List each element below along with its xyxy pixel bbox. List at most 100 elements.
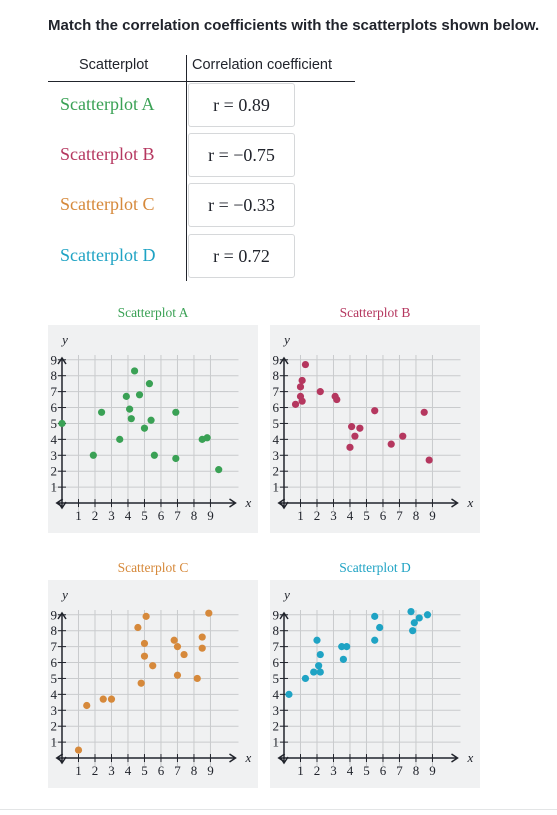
data-point bbox=[83, 701, 91, 710]
y-tick-label: 2 bbox=[272, 464, 279, 479]
x-tick-label: 9 bbox=[429, 763, 436, 778]
data-point bbox=[316, 650, 324, 659]
x-tick-label: 5 bbox=[363, 508, 370, 523]
data-point bbox=[140, 639, 149, 648]
y-tick-label: 1 bbox=[50, 735, 57, 750]
axis-arrow bbox=[279, 756, 289, 765]
x-tick-label: 3 bbox=[330, 763, 337, 778]
data-point bbox=[172, 454, 180, 463]
y-tick-label: 1 bbox=[272, 480, 279, 495]
y-tick-label: 7 bbox=[50, 384, 57, 399]
scatterplot-name: Scatterplot C bbox=[60, 194, 155, 214]
y-tick-label: 3 bbox=[50, 448, 57, 463]
data-point bbox=[89, 451, 97, 459]
data-point bbox=[315, 662, 323, 670]
data-point bbox=[348, 423, 356, 431]
axis-arrow bbox=[229, 498, 237, 508]
axis-arrow bbox=[279, 501, 289, 510]
axis-arrow bbox=[279, 356, 289, 365]
data-point bbox=[387, 440, 395, 448]
y-tick-label: 6 bbox=[272, 655, 279, 670]
data-point bbox=[99, 695, 107, 703]
plot-background bbox=[48, 580, 258, 788]
data-point bbox=[193, 674, 201, 683]
x-tick-label: 1 bbox=[297, 763, 304, 778]
coefficient-box[interactable]: r = −0.33 bbox=[188, 183, 295, 227]
x-tick-label: 7 bbox=[174, 508, 181, 523]
data-point bbox=[107, 695, 116, 703]
scatterplot-name: Scatterplot D bbox=[60, 245, 156, 265]
data-point bbox=[127, 415, 135, 423]
axis-arrow bbox=[57, 611, 67, 620]
data-point bbox=[338, 643, 346, 651]
y-tick-label: 4 bbox=[50, 687, 57, 702]
x-tick-label: 6 bbox=[380, 508, 387, 523]
coefficient-box[interactable]: r = 0.72 bbox=[188, 234, 295, 278]
y-tick-label: 9 bbox=[50, 607, 57, 622]
y-tick-label: 5 bbox=[50, 416, 57, 431]
y-tick-label: 3 bbox=[272, 448, 279, 463]
data-point bbox=[215, 466, 223, 474]
x-tick-label: 2 bbox=[314, 508, 321, 523]
x-tick-label: 1 bbox=[75, 508, 82, 523]
data-point bbox=[150, 451, 158, 459]
x-tick-label: 9 bbox=[207, 763, 214, 778]
coefficient-box[interactable]: r = 0.89 bbox=[188, 83, 295, 127]
x-tick-label: 8 bbox=[413, 508, 420, 523]
data-point bbox=[130, 367, 139, 375]
y-axis-label: y bbox=[60, 332, 68, 347]
data-point bbox=[135, 391, 144, 399]
data-point bbox=[149, 662, 157, 670]
data-point bbox=[316, 388, 324, 396]
data-point bbox=[203, 434, 211, 442]
data-point bbox=[145, 380, 154, 388]
y-tick-label: 2 bbox=[272, 719, 279, 734]
header-rule bbox=[48, 81, 355, 82]
data-point bbox=[74, 746, 83, 754]
x-tick-label: 7 bbox=[396, 508, 403, 523]
data-point bbox=[409, 627, 417, 635]
y-axis-label: y bbox=[60, 587, 68, 602]
data-point bbox=[301, 360, 310, 369]
x-tick-label: 1 bbox=[75, 763, 82, 778]
data-point bbox=[296, 383, 305, 391]
x-tick-label: 2 bbox=[92, 508, 99, 523]
data-point bbox=[291, 400, 300, 408]
data-point bbox=[407, 607, 415, 616]
y-tick-label: 2 bbox=[50, 464, 57, 479]
data-point bbox=[126, 405, 134, 413]
y-tick-label: 4 bbox=[272, 687, 279, 702]
table-header: Correlation coefficient bbox=[192, 57, 332, 73]
x-tick-label: 9 bbox=[207, 508, 214, 523]
axis-arrow bbox=[57, 501, 67, 510]
y-tick-label: 4 bbox=[50, 432, 57, 447]
x-tick-label: 3 bbox=[108, 763, 115, 778]
plot-background bbox=[270, 580, 480, 788]
data-point bbox=[173, 671, 182, 679]
data-point bbox=[142, 612, 150, 620]
axis-arrow bbox=[229, 753, 237, 763]
scatterplot-name: Scatterplot A bbox=[60, 94, 155, 114]
data-point bbox=[173, 643, 182, 651]
table-header: Scatterplot bbox=[79, 57, 149, 73]
data-point bbox=[285, 690, 293, 698]
y-tick-label: 4 bbox=[272, 432, 279, 447]
y-tick-label: 2 bbox=[50, 719, 57, 734]
y-tick-label: 6 bbox=[272, 400, 279, 415]
x-tick-label: 2 bbox=[92, 763, 99, 778]
data-point bbox=[399, 432, 407, 440]
data-point bbox=[140, 424, 149, 432]
prompt: Match the correlation coefficients with … bbox=[48, 17, 540, 34]
x-tick-label: 4 bbox=[347, 508, 354, 523]
coefficient-box[interactable]: r = −0.75 bbox=[188, 133, 295, 177]
data-point bbox=[122, 392, 130, 400]
data-point bbox=[346, 443, 354, 451]
axis-arrow bbox=[57, 756, 67, 765]
y-tick-label: 8 bbox=[50, 623, 57, 638]
x-tick-label: 3 bbox=[330, 508, 337, 523]
x-tick-label: 4 bbox=[125, 763, 132, 778]
data-point bbox=[205, 609, 213, 617]
data-point bbox=[420, 408, 428, 416]
